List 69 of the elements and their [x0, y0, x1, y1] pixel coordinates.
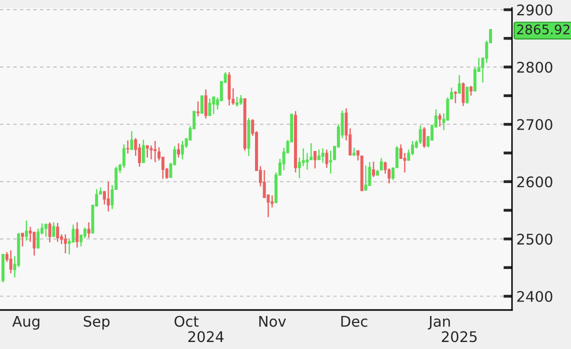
candlestick	[122, 144, 126, 169]
y-tick-label: 2700	[517, 119, 552, 130]
candlestick	[454, 90, 457, 104]
x-tick-label: Nov	[259, 316, 286, 327]
candlestick	[32, 231, 36, 256]
candlestick	[302, 148, 305, 167]
text: 2024	[188, 331, 224, 342]
candlestick	[76, 222, 79, 248]
candlestick	[407, 148, 410, 162]
candlestick	[418, 124, 422, 144]
candlestick	[130, 130, 134, 151]
candlestick	[473, 66, 476, 92]
candlestick	[196, 100, 200, 117]
candlestick	[364, 164, 368, 192]
candlestick	[83, 226, 86, 239]
candlestick	[52, 222, 56, 238]
candlestick	[462, 82, 465, 107]
candlestick	[44, 223, 48, 238]
candlestick	[9, 250, 12, 274]
candlestick	[403, 152, 406, 174]
candlestick	[262, 170, 266, 198]
candlestick	[208, 98, 212, 116]
candlestick	[329, 150, 332, 174]
candlestick	[142, 139, 145, 164]
candlestick	[138, 143, 142, 168]
candlestick	[470, 85, 473, 96]
candlestick	[212, 96, 216, 115]
x-tick-label: Sep	[84, 316, 110, 330]
candlestick	[422, 126, 426, 148]
candlestick	[236, 96, 239, 108]
candlestick	[239, 94, 242, 106]
y-tick-label: 2400	[517, 290, 552, 302]
candlestick	[325, 148, 328, 169]
candlestick	[36, 228, 40, 250]
candlestick	[356, 150, 360, 162]
candlestick	[466, 86, 469, 104]
candlestick	[200, 95, 204, 114]
candlestick	[306, 152, 309, 170]
candlestick	[372, 160, 376, 178]
candlestick	[314, 150, 317, 170]
candlestick	[458, 74, 461, 94]
candlestick	[24, 220, 28, 242]
candlestick	[177, 142, 180, 158]
candlestick	[150, 144, 153, 160]
candlestick	[321, 148, 324, 164]
x-tick-label: Jan	[428, 316, 450, 330]
candlestick	[21, 232, 24, 248]
x-tick-label: Aug	[12, 316, 40, 330]
x-tick-label: Dec	[341, 316, 368, 327]
candlestick	[56, 222, 60, 242]
candlestick	[64, 234, 67, 254]
x-tick-label: Oct	[174, 316, 199, 327]
candlestick	[438, 112, 442, 128]
candlestick	[106, 181, 110, 212]
candlestick	[154, 140, 157, 163]
candlestick	[87, 222, 90, 238]
candlestick	[180, 140, 184, 160]
candlestick	[204, 88, 208, 120]
y-tick-label: 2800	[517, 62, 552, 73]
text: 2025	[442, 331, 477, 342]
candlestick	[146, 144, 149, 158]
y-tick-label: 2500	[517, 234, 552, 245]
y-tick-label: 2600	[517, 176, 552, 188]
candlestick	[380, 158, 383, 171]
candlestick	[48, 222, 52, 244]
candlestick	[317, 148, 320, 160]
y-tick-label: 2900	[517, 4, 552, 16]
candlestick	[126, 140, 130, 154]
y-tick-label: 2865.92	[517, 24, 570, 34]
